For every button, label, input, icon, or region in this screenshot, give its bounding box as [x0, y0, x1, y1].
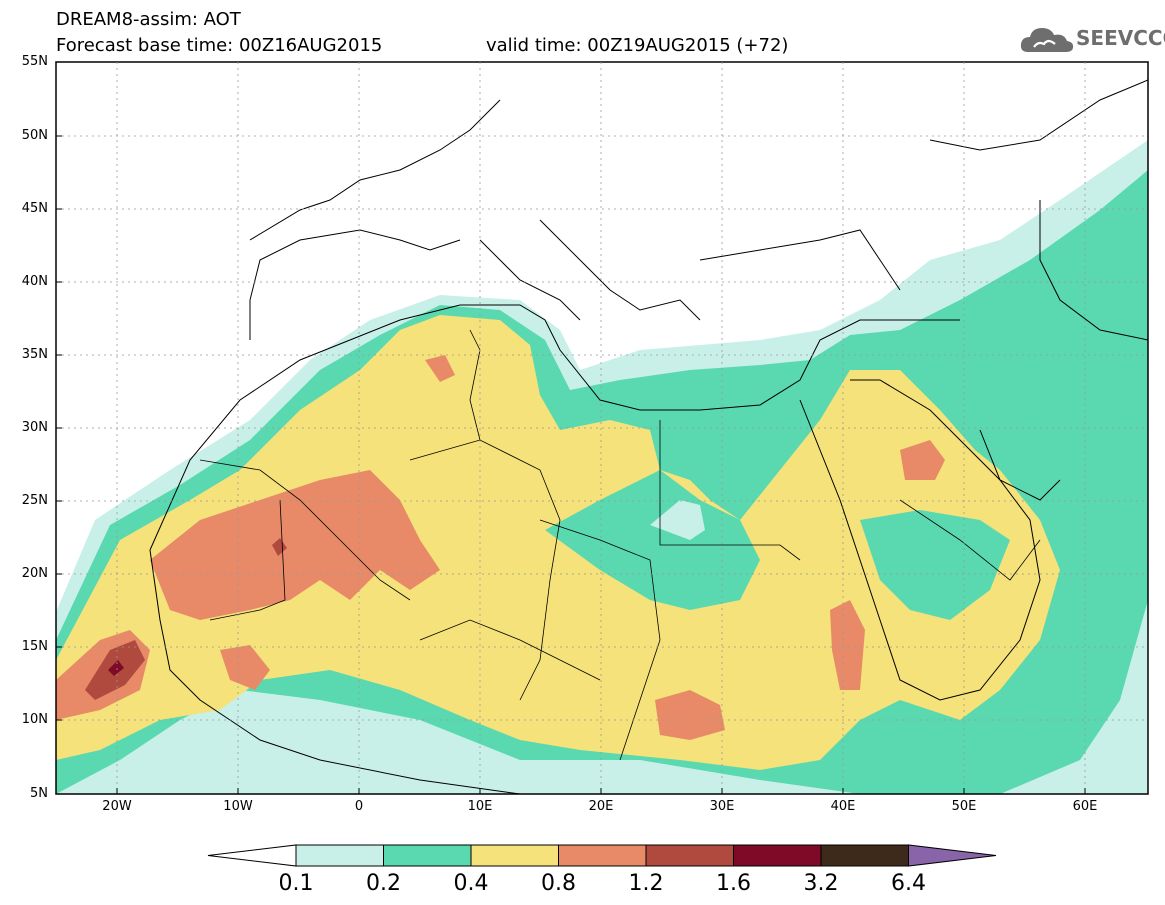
aot-hole-0.1-a: [650, 500, 705, 540]
aot-hole-0.2-b: [860, 510, 1010, 620]
aot-contour-1.2-b: [272, 538, 287, 556]
lat-label: 45N: [21, 201, 48, 216]
aot-contour-0.8-d: [655, 690, 725, 740]
lat-label: 30N: [21, 420, 48, 435]
lat-label: 15N: [21, 639, 48, 654]
lon-label: 40E: [830, 799, 856, 814]
lon-label: 10W: [223, 799, 253, 814]
lat-label: 35N: [21, 347, 48, 362]
lat-label: 5N: [30, 786, 48, 801]
lat-label: 25N: [21, 493, 48, 508]
lon-label: 20W: [102, 799, 132, 814]
colorbar-label: 6.4: [891, 871, 926, 896]
aot-contour-1.6: [108, 660, 124, 676]
aot-field: [56, 62, 1148, 794]
lat-label: 20N: [21, 566, 48, 581]
colorbar-label: 0.8: [541, 871, 576, 896]
lat-label: 40N: [21, 274, 48, 289]
colorbar-label: 0.4: [453, 871, 489, 896]
valid-time: valid time: 00Z19AUG2015 (+72): [486, 35, 789, 56]
map-title: DREAM8-assim: AOT: [56, 9, 241, 30]
forecast-base-time: Forecast base time: 00Z16AUG2015: [56, 35, 383, 56]
aot-contour-0.8-c: [220, 645, 270, 690]
aot-contour-0.8-a: [150, 470, 440, 620]
axis-ticks: [56, 61, 1086, 794]
lat-label: 10N: [21, 712, 48, 727]
lat-label: 55N: [21, 54, 48, 69]
colorbar-label: 1.6: [716, 871, 751, 896]
aot-contour-0.8-f: [830, 600, 865, 690]
lon-label: 20E: [588, 799, 614, 814]
graticule: [56, 62, 1148, 794]
lon-label: 0: [354, 799, 364, 814]
lon-label: 50E: [951, 799, 977, 814]
lon-label: 10E: [467, 799, 493, 814]
cloud-icon: [1020, 28, 1074, 52]
lon-label: 30E: [709, 799, 735, 814]
lat-label: 50N: [21, 128, 48, 143]
lon-label: 60E: [1072, 799, 1098, 814]
seevccc-logo: SEEVCCC: [1018, 22, 1165, 56]
aot-hole-0.2-a: [545, 470, 760, 610]
colorbar-label: 0.1: [278, 871, 314, 896]
colorbar-label: 1.2: [628, 871, 664, 896]
aot-contour-0.4: [56, 315, 1060, 770]
colorbar-label: 3.2: [803, 871, 839, 896]
aot-contour-0.8-g: [425, 355, 455, 382]
aot-contour-0.8-e: [900, 440, 945, 480]
logo-text: SEEVCCC: [1076, 26, 1165, 50]
colorbar-label: 0.2: [366, 871, 401, 896]
